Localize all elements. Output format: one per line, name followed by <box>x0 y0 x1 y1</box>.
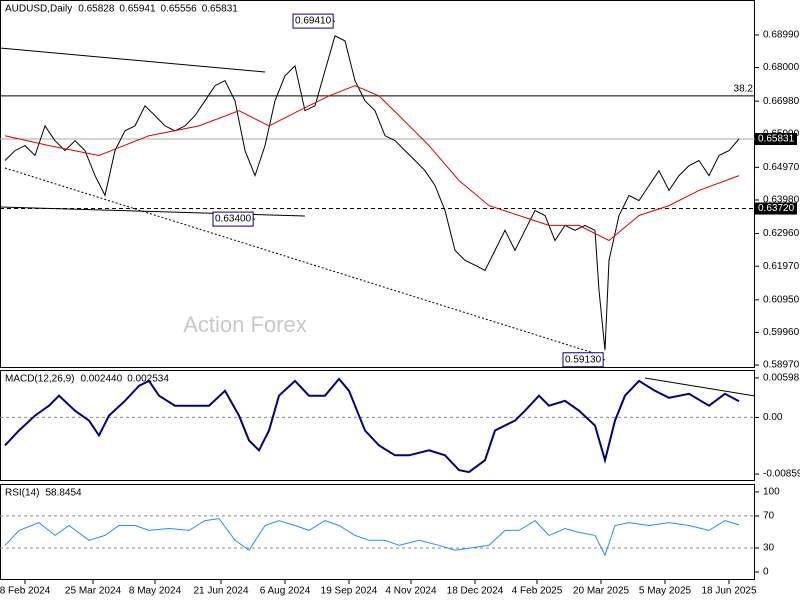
x-tick-label: 21 Jun 2024 <box>193 586 248 597</box>
x-tick-label: 8 Feb 2024 <box>0 586 51 597</box>
x-tick-label: 19 Sep 2024 <box>321 586 378 597</box>
x-tick-label: 6 Aug 2024 <box>260 586 311 597</box>
annotation-label: 0.63400 <box>215 214 252 225</box>
x-tick-label: 18 Jun 2025 <box>701 586 756 597</box>
watermark: Action Forex <box>183 312 307 337</box>
plot-layer: 0.689900.680000.669800.659900.649700.639… <box>0 4 800 597</box>
panel-title: AUDUSD,Daily <box>5 4 72 15</box>
y-tick-label: 0 <box>763 567 769 578</box>
macd-panel <box>0 370 755 481</box>
header-value: 0.65831 <box>202 4 239 15</box>
series-line <box>4 377 740 474</box>
x-tick-label: 25 Mar 2024 <box>65 586 122 597</box>
y-tick-label: 0.005981 <box>763 373 800 384</box>
last-price-box <box>755 133 797 146</box>
series-line <box>4 35 740 351</box>
fib-label: 38.2 <box>734 84 754 95</box>
y-tick-label: 0.66980 <box>763 96 800 107</box>
x-tick-label: 18 Dec 2024 <box>447 586 504 597</box>
header-value: 0.65828 <box>78 4 115 15</box>
y-tick-label: 0.58970 <box>763 360 800 371</box>
y-tick-label: -0.00859 <box>763 469 800 480</box>
header-value: 0.65556 <box>161 4 198 15</box>
header-value: 0.65941 <box>119 4 156 15</box>
trendline <box>0 47 266 73</box>
y-tick-label: 0.68990 <box>763 30 800 41</box>
support-label: 0.63720 <box>758 203 795 214</box>
y-tick-label: 0.59960 <box>763 327 800 338</box>
header-value: 58.8454 <box>45 488 82 499</box>
y-tick-label: 0.63980 <box>763 195 800 206</box>
x-tick-label: 5 May 2025 <box>639 586 692 597</box>
panel-title: MACD(12,26,9) <box>5 374 74 385</box>
y-tick-label: 100 <box>763 487 780 498</box>
annotation-label: 0.69410 <box>295 16 332 27</box>
x-tick-label: 4 Nov 2024 <box>385 586 437 597</box>
x-tick-label: 4 Feb 2025 <box>512 586 563 597</box>
series-line <box>4 85 740 242</box>
y-tick-label: 0.62960 <box>763 228 800 239</box>
y-tick-label: 70 <box>763 511 775 522</box>
annotation-label: 0.59130 <box>565 354 602 365</box>
y-tick-label: 0.64970 <box>763 162 800 173</box>
x-tick-label: 20 Mar 2025 <box>573 586 630 597</box>
y-tick-label: 0.61970 <box>763 261 800 272</box>
series-line <box>4 518 740 557</box>
y-tick-label: 0.60950 <box>763 294 800 305</box>
panel-title: RSI(14) <box>5 488 39 499</box>
header-value: 0.002534 <box>127 374 169 385</box>
y-tick-label: 30 <box>763 543 775 554</box>
rsi-panel <box>0 484 755 580</box>
price-panel <box>0 0 755 368</box>
x-tick-label: 8 May 2024 <box>129 586 182 597</box>
y-tick-label: 0.00 <box>763 412 783 423</box>
header-value: 0.002440 <box>80 374 122 385</box>
support-label-box <box>755 202 797 215</box>
y-tick-label: 0.68000 <box>763 62 800 73</box>
last-price-label: 0.65831 <box>758 134 795 145</box>
trendline <box>644 377 756 397</box>
